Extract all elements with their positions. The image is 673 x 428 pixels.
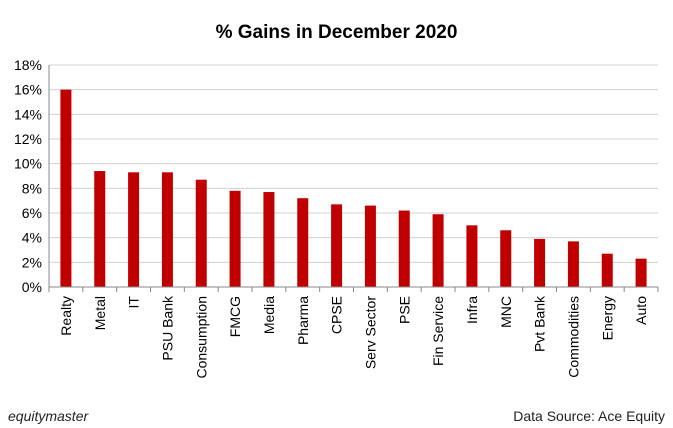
x-tick-label: CPSE: [329, 296, 345, 334]
y-tick-label: 12%: [14, 131, 42, 147]
x-tick-label: Infra: [464, 296, 480, 324]
bar: [567, 241, 579, 287]
bars: [60, 89, 647, 288]
brand-logo-text: equitymaster: [8, 408, 89, 424]
x-tick-label: Fin Service: [430, 296, 446, 366]
y-tick-label: 18%: [14, 57, 42, 73]
y-axis-ticks: 0% 2% 4% 6% 8% 10% 12% 14% 16% 18%: [14, 57, 42, 295]
x-tick-label: Metal: [92, 296, 108, 330]
x-tick-label: Energy: [599, 296, 615, 340]
bar: [601, 253, 613, 287]
bar: [635, 258, 647, 287]
bar: [534, 238, 546, 287]
x-tick-label: Commodities: [565, 296, 581, 378]
x-tick-label: Pharma: [295, 296, 311, 345]
bar: [466, 225, 478, 287]
x-tick-label: Consumption: [193, 296, 209, 379]
y-tick-label: 2%: [22, 254, 42, 270]
bar: [398, 210, 410, 287]
bar: [94, 171, 106, 287]
x-tick-label: FMCG: [227, 296, 243, 337]
y-tick-label: 4%: [22, 230, 42, 246]
bar: [263, 192, 275, 287]
bar: [500, 230, 512, 287]
bar: [128, 172, 140, 287]
bar: [432, 214, 444, 287]
y-tick-label: 0%: [22, 279, 42, 295]
y-tick-label: 6%: [22, 205, 42, 221]
bar: [364, 205, 376, 287]
bar: [195, 179, 207, 287]
y-tick-label: 8%: [22, 180, 42, 196]
x-tick-label: Pvt Bank: [532, 295, 548, 352]
chart-title: % Gains in December 2020: [215, 22, 458, 43]
y-tick-label: 14%: [14, 106, 42, 122]
bar: [229, 190, 241, 287]
bar: [161, 172, 173, 287]
bar: [331, 204, 343, 287]
x-tick-label: Serv Sector: [362, 296, 378, 369]
x-tick-label: PSE: [396, 296, 412, 324]
data-source-note: Data Source: Ace Equity: [513, 408, 665, 424]
x-tick-label: PSU Bank: [159, 295, 175, 361]
y-tick-label: 10%: [14, 156, 42, 172]
x-tick-label: IT: [126, 296, 142, 309]
x-axis-ticks: Realty Metal IT PSU Bank Consumption FMCG Medi…: [48, 287, 659, 379]
x-tick-label: Realty: [58, 296, 74, 336]
gridlines: [49, 64, 658, 263]
bar: [297, 198, 309, 287]
x-tick-label: MNC: [498, 296, 514, 328]
bar: [60, 89, 72, 288]
y-tick-label: 16%: [14, 82, 42, 98]
x-tick-label: Auto: [633, 296, 649, 325]
x-tick-label: Media: [261, 296, 277, 334]
